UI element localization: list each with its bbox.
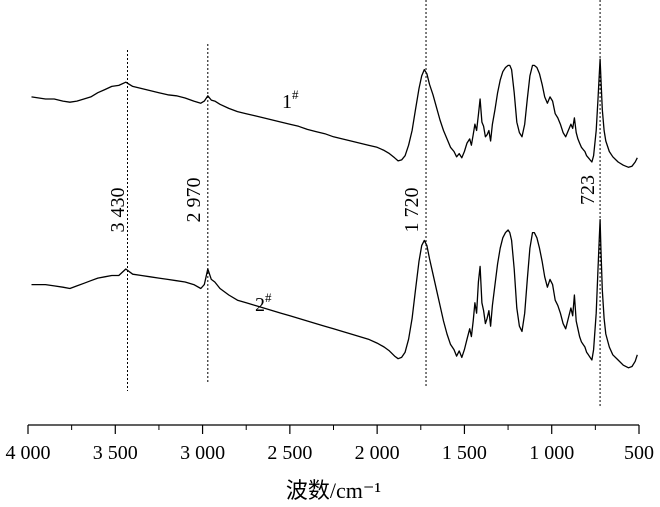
peak-label: 2 970 <box>183 178 205 223</box>
peak-lines <box>127 0 601 407</box>
series-label-1: 1# <box>282 87 299 113</box>
peak-labels: 3 430 2 970 1 720 723 <box>107 175 599 233</box>
spectrum-line-1 <box>31 58 638 168</box>
x-tick-label: 4 000 <box>6 442 51 464</box>
x-tick-label: 1 000 <box>529 442 574 464</box>
series-label-2: 2# <box>255 290 272 316</box>
x-tick-label: 1 500 <box>442 442 487 464</box>
spectrum-line-2 <box>31 218 638 369</box>
x-axis-label: 波数/cm⁻¹ <box>286 478 381 503</box>
peak-label: 3 430 <box>107 188 129 233</box>
peak-label: 723 <box>577 175 599 205</box>
x-axis: 4 000 3 500 3 000 2 500 2 000 1 500 1 000 500 波… <box>6 424 654 503</box>
x-tick-label: 3 500 <box>93 442 138 464</box>
x-tick-label: 2 000 <box>355 442 400 464</box>
x-tick-label: 2 500 <box>267 442 312 464</box>
peak-label: 1 720 <box>401 188 423 233</box>
x-ticks: 4 000 3 500 3 000 2 500 2 000 1 500 1 000 500 <box>6 425 654 464</box>
x-tick-label: 500 <box>624 442 654 464</box>
x-tick-label: 3 000 <box>180 442 225 464</box>
series-group <box>31 58 638 369</box>
curve-labels: 1# 2# <box>255 87 299 316</box>
